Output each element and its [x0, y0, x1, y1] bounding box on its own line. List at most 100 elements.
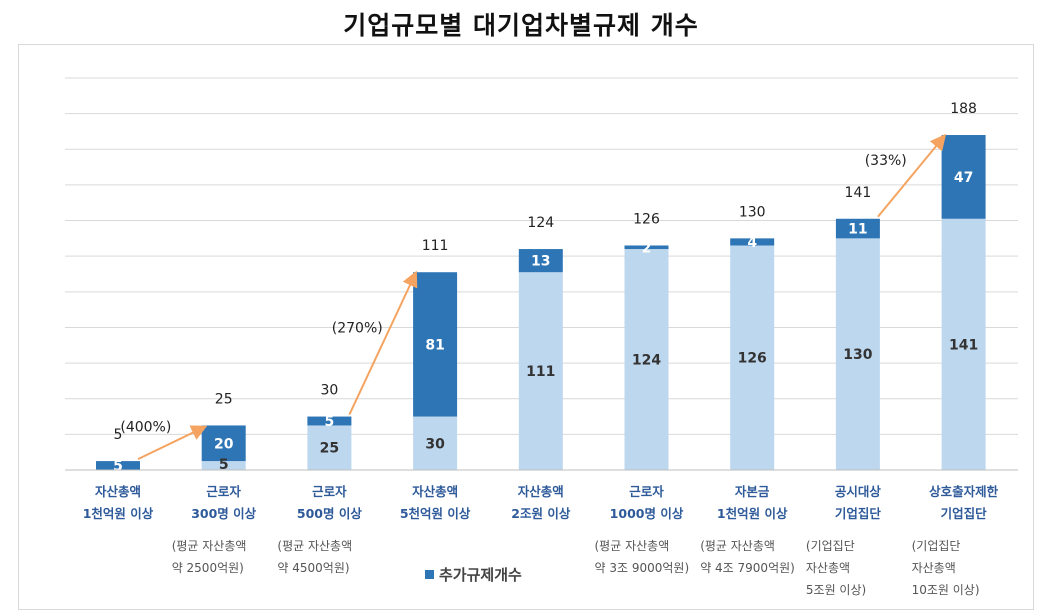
bar-base — [518, 272, 563, 470]
x-tick-label-line: 5천억원 이상 — [399, 506, 471, 521]
bar-added — [413, 272, 458, 417]
bar-base-label: 124 — [632, 353, 661, 369]
total-label: 124 — [527, 215, 554, 231]
x-tick-note-line: (평균 자산총액 — [277, 539, 353, 553]
x-tick-note-line: 자산총액 — [911, 561, 956, 575]
bar-base — [730, 245, 775, 470]
bar-added — [201, 425, 246, 462]
growth-arrow — [877, 133, 947, 218]
bar-added-label: 4 — [747, 235, 757, 251]
bar-base-label: 130 — [843, 347, 872, 363]
x-tick-label: 자본금 1천억원 이상 — [687, 481, 817, 525]
x-tick-note-line: 10조원 이상) — [911, 583, 980, 597]
x-tick-note-line: 약 4조 7900억원) — [700, 561, 795, 575]
growth-label: (270%) — [332, 320, 383, 336]
x-tick-label-line: 자산총액 — [412, 484, 459, 499]
bar-base-label: 5 — [219, 457, 229, 473]
total-label: 25 — [215, 391, 233, 407]
x-tick-label: 자산총액 1천억원 이상 — [53, 481, 183, 525]
x-tick-label: 자산총액 2조원 이상 — [476, 481, 606, 525]
bar-base-label: 126 — [738, 351, 767, 367]
bar-base — [307, 425, 352, 470]
bar-base-label: 30 — [425, 436, 445, 452]
total-label: 188 — [950, 101, 977, 117]
bar-added-label: 20 — [214, 436, 234, 452]
bar-added-label: 47 — [954, 170, 973, 186]
chart-frame — [18, 44, 1034, 610]
bar-added — [307, 416, 352, 426]
x-tick-label: 근로자 500명 이상 — [264, 481, 394, 525]
total-label: 30 — [320, 383, 338, 399]
legend-label: 추가규제개수 — [439, 566, 522, 584]
x-tick-note-line: 자산총액 — [805, 561, 851, 575]
bar-added-label: 81 — [425, 337, 444, 353]
x-tick-label-line: 근로자 — [206, 484, 241, 499]
x-tick-label-line: 공시대상 — [834, 484, 881, 499]
bar-base — [413, 416, 458, 470]
bar-added-label: 5 — [325, 414, 335, 430]
bar-added — [835, 218, 880, 239]
x-tick-label: 근로자 300명 이상 — [159, 481, 289, 525]
bar-base — [201, 461, 246, 470]
x-tick-label-line: 2조원 이상 — [511, 506, 571, 521]
chart-title: 기업규모별 대기업차별규제 개수 — [343, 11, 699, 40]
x-tick-label: 근로자 1000명 이상 — [582, 481, 712, 525]
x-tick-label: 자산총액 5천억원 이상 — [370, 481, 500, 525]
x-tick-label-line: 기업집단 — [834, 506, 881, 521]
total-label: 111 — [422, 238, 449, 254]
total-label: 5 — [114, 427, 123, 443]
x-tick-label-line: 근로자 — [312, 484, 347, 499]
x-tick-note-line: (평균 자산총액 — [171, 539, 247, 553]
bar-added — [96, 461, 140, 470]
bar-added — [730, 238, 775, 246]
x-tick-label-line: 자산총액 — [517, 484, 564, 499]
bar-added-label: 5 — [113, 459, 123, 475]
x-tick-label-line: 상호출자제한 — [929, 484, 999, 499]
x-tick-label-line: 1천억원 이상 — [82, 506, 154, 521]
x-tick-note-line: (기업집단 — [911, 539, 961, 553]
total-label: 126 — [633, 211, 660, 227]
bar-base — [941, 218, 986, 470]
bar-base-label: 25 — [320, 441, 339, 457]
x-tick-label-line: 300명 이상 — [191, 506, 257, 521]
bar-base-label: 141 — [949, 337, 978, 353]
bar-added-label: 13 — [531, 254, 550, 270]
bar-added-label: 11 — [848, 222, 867, 238]
bar-base-label: 111 — [526, 364, 555, 380]
x-tick-label-line: 기업집단 — [940, 506, 987, 521]
bar-base — [624, 249, 669, 470]
x-tick-label-line: 1천억원 이상 — [716, 506, 788, 521]
x-tick-label-line: 자본금 — [734, 484, 770, 499]
bar-added-label: 2 — [642, 240, 652, 256]
growth-arrow — [348, 270, 418, 415]
x-tick-label-line: 1000명 이상 — [609, 506, 684, 521]
legend-swatch — [425, 570, 434, 579]
x-tick-note-line: (평균 자산총액 — [594, 539, 670, 553]
x-tick-label-line: 500명 이상 — [296, 506, 362, 521]
growth-label: (400%) — [120, 419, 171, 435]
x-tick-note-line: 약 2500억원) — [171, 561, 244, 575]
growth-arrow — [137, 425, 208, 460]
total-label: 141 — [845, 185, 872, 201]
bar-added — [941, 135, 986, 219]
x-tick-note-line: 약 3조 9000억원) — [594, 561, 690, 575]
legend: 추가규제개수 — [425, 564, 522, 585]
total-label: 130 — [739, 204, 766, 220]
x-tick-note-line: 약 4500억원) — [277, 561, 350, 575]
x-tick-label-line: 자산총액 — [94, 484, 141, 499]
x-tick-note-line: (평균 자산총액 — [700, 539, 775, 553]
x-tick-note-line: (기업집단 — [805, 539, 855, 553]
bar-added — [518, 249, 563, 273]
x-tick-note-line: 5조원 이상) — [805, 583, 867, 597]
bar-base — [835, 238, 880, 470]
x-tick-label-line: 근로자 — [629, 484, 664, 499]
